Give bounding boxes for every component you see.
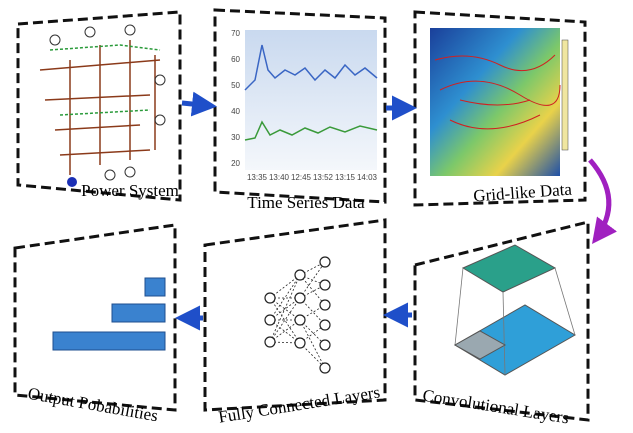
ts-y-label: 30 xyxy=(231,133,240,142)
ts-x-label: 12:45 xyxy=(291,173,312,182)
ts-x-label: 13:35 xyxy=(247,173,268,182)
power-node xyxy=(67,177,77,187)
ts-y-label: 50 xyxy=(231,81,240,90)
ts-x-label: 13:52 xyxy=(313,173,334,182)
panel-fc xyxy=(205,220,385,410)
ts-y-label: 20 xyxy=(231,159,240,168)
ts-x-label: 13:15 xyxy=(335,173,356,182)
ts-y-label: 60 xyxy=(231,55,240,64)
grid-map xyxy=(430,28,560,176)
ts-x-label: 13:40 xyxy=(269,173,290,182)
grid-colorbar xyxy=(562,40,568,150)
ts-plot xyxy=(245,30,377,170)
diagram: 70 60 50 40 30 20 13:3513:4012:4513:5213:1514… xyxy=(0,0,633,433)
panel-label: Time Series Data xyxy=(247,193,365,212)
ts-x-label: 14:03 xyxy=(357,173,378,182)
ts-y-label: 40 xyxy=(231,107,240,116)
panel-label: Power System xyxy=(81,181,179,200)
ts-y-label: 70 xyxy=(231,29,240,38)
